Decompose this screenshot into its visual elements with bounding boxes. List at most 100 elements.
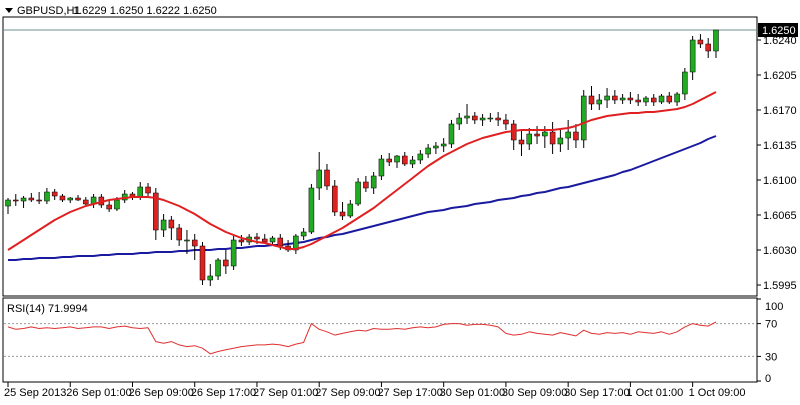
candle-body <box>440 143 447 147</box>
candle <box>316 152 322 200</box>
candle-body <box>160 219 167 231</box>
rsi-tick-label: 100 <box>765 301 783 313</box>
candle-body <box>713 29 719 52</box>
candle <box>121 190 128 203</box>
time-tick-label: 26 Sep 17:00 <box>191 387 256 399</box>
candle-body <box>363 181 369 189</box>
candle-body <box>184 239 190 242</box>
candle <box>534 126 540 144</box>
candle-body <box>13 199 19 202</box>
candle-body <box>456 117 462 125</box>
candle-body <box>230 239 237 267</box>
rsi-line <box>7 321 717 355</box>
current-price-tag <box>758 23 798 37</box>
candle <box>518 130 525 156</box>
candle <box>627 92 634 104</box>
candle <box>5 198 11 214</box>
candle <box>370 172 377 194</box>
candle-body <box>534 133 540 137</box>
candle-body <box>300 231 307 237</box>
candle-body <box>316 169 322 189</box>
price-tick-label: 1.6135 <box>763 140 797 152</box>
candle-body <box>168 219 175 229</box>
rsi-levels <box>4 323 756 357</box>
candle-body <box>355 181 361 205</box>
rsi-y-axis: 100 70 30 0 <box>757 298 783 385</box>
candle-body <box>370 175 377 189</box>
candle-body <box>472 115 478 121</box>
candle <box>308 184 315 234</box>
candle <box>697 34 704 48</box>
price-tick-label: 1.6065 <box>763 210 797 222</box>
price-tick-label: 1.5995 <box>763 280 797 292</box>
candle <box>347 200 354 218</box>
candle <box>223 250 229 274</box>
candle <box>324 164 330 190</box>
rsi-tick-label: 0 <box>765 373 771 385</box>
candle <box>44 188 50 204</box>
time-tick-label: 30 Sep 17:00 <box>564 387 629 399</box>
candle <box>160 214 167 237</box>
candle-body <box>666 95 673 103</box>
candle <box>705 38 711 58</box>
candle <box>355 178 361 206</box>
candle <box>565 120 571 150</box>
rsi-title: RSI(14) 71.9994 <box>7 303 88 315</box>
candle <box>339 202 346 220</box>
candle <box>666 92 673 104</box>
candle-body <box>215 259 221 277</box>
candle-body <box>448 123 455 145</box>
candle <box>596 94 603 110</box>
candle <box>145 183 151 196</box>
candle <box>409 156 416 168</box>
candle <box>238 235 245 246</box>
current-price-line: 1.6250 <box>4 23 798 37</box>
candle-body <box>573 131 579 141</box>
candle <box>191 234 198 260</box>
candle-body <box>650 97 657 103</box>
candle <box>495 112 501 126</box>
candle <box>13 194 19 206</box>
triangle-down-icon[interactable] <box>5 8 13 13</box>
candle <box>67 197 73 203</box>
price-tick-label: 1.6205 <box>763 70 797 82</box>
candles-series <box>5 29 719 286</box>
ma-fast-series <box>7 91 717 251</box>
candle <box>588 86 595 110</box>
candle-body <box>145 186 151 194</box>
candle-body <box>658 95 665 103</box>
time-tick-label: 1 Oct 09:00 <box>689 387 746 399</box>
candle <box>549 122 556 154</box>
candle-body <box>269 237 276 243</box>
candle-body <box>67 197 73 201</box>
ma-slow-series <box>8 135 717 261</box>
time-tick-label: 27 Sep 01:00 <box>253 387 318 399</box>
candle <box>332 180 338 216</box>
candle-body <box>114 199 120 210</box>
candle <box>293 234 299 254</box>
price-y-axis: 1.6240 1.6205 1.6170 1.6135 1.6100 1.6065 1.60… <box>757 35 797 292</box>
candle-body <box>487 117 494 120</box>
rsi-panel-frame <box>2 297 758 383</box>
candle-body <box>580 95 587 141</box>
candle-body <box>682 71 688 95</box>
candle <box>619 94 626 104</box>
candle <box>557 130 564 152</box>
candle-body <box>409 159 416 165</box>
candle <box>90 194 97 208</box>
candle <box>433 142 439 154</box>
candle <box>215 258 221 280</box>
candle-body <box>332 185 338 213</box>
candle <box>168 216 175 240</box>
ohlc-label: 1.6229 1.6250 1.6222 1.6250 <box>73 5 217 17</box>
candle <box>184 230 190 254</box>
candle-body <box>557 137 564 145</box>
candle-body <box>549 131 556 145</box>
candle-body <box>44 191 50 202</box>
candle <box>75 195 81 201</box>
candle-body <box>627 97 634 101</box>
candle-body <box>324 169 330 187</box>
time-tick-label: 27 Sep 09:00 <box>315 387 380 399</box>
candle-body <box>612 95 618 101</box>
